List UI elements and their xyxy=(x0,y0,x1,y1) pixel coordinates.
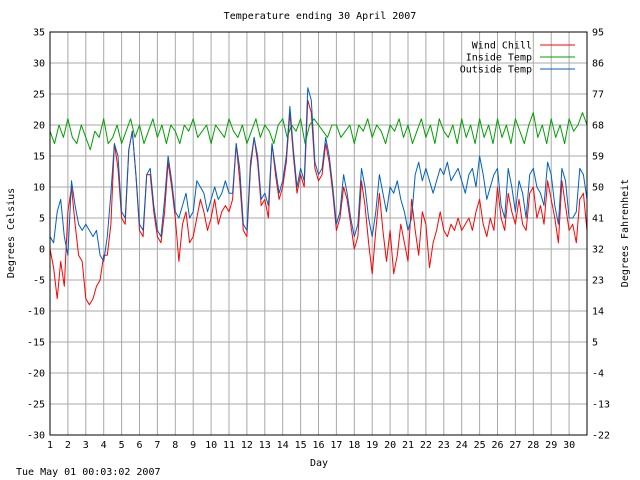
y-tick-label-left: 20 xyxy=(33,121,45,132)
y-tick-label-left: -15 xyxy=(27,338,45,349)
x-tick-label: 21 xyxy=(402,440,414,451)
y-tick-label-right: 95 xyxy=(592,28,604,39)
y-tick-label-right: 50 xyxy=(592,183,604,194)
x-tick-label: 26 xyxy=(491,440,503,451)
x-tick-label: 19 xyxy=(366,440,378,451)
x-tick-label: 25 xyxy=(474,440,486,451)
y-axis-right-label: Degrees Fahrenheit xyxy=(620,179,631,287)
x-tick-label: 14 xyxy=(277,440,289,451)
y-tick-label-left: -30 xyxy=(27,431,45,442)
y-tick-label-left: 0 xyxy=(39,245,45,256)
x-tick-label: 29 xyxy=(545,440,557,451)
x-tick-label: 3 xyxy=(83,440,89,451)
y-tick-label-left: -25 xyxy=(27,400,45,411)
x-tick-label: 11 xyxy=(223,440,235,451)
y-tick-label-right: 77 xyxy=(592,90,604,101)
x-tick-label: 28 xyxy=(527,440,539,451)
y-tick-label-left: -5 xyxy=(33,276,45,287)
x-tick-label: 12 xyxy=(241,440,253,451)
x-tick-label: 9 xyxy=(190,440,196,451)
y-tick-label-right: -22 xyxy=(592,431,610,442)
x-tick-label: 2 xyxy=(65,440,71,451)
series-layer xyxy=(49,87,588,306)
x-tick-label: 16 xyxy=(312,440,324,451)
y-axis-left-ticks: 35 30 25 20 15 10 5 0 -5 -10 -15 -20 -25 -30 xyxy=(27,28,45,442)
y-tick-label-right: 5 xyxy=(592,338,598,349)
y-tick-label-left: 35 xyxy=(33,28,45,39)
x-tick-label: 22 xyxy=(420,440,432,451)
y-tick-label-right: 41 xyxy=(592,214,604,225)
series-line-outside-temp xyxy=(49,87,588,262)
series-line-inside-temp xyxy=(49,112,588,151)
legend-label-inside-temp: Inside Temp xyxy=(466,53,532,64)
legend-label-outside-temp: Outside Temp xyxy=(460,65,532,76)
x-tick-label: 15 xyxy=(295,440,307,451)
x-tick-label: 13 xyxy=(259,440,271,451)
x-tick-label: 27 xyxy=(509,440,521,451)
plot-frame xyxy=(49,31,588,436)
x-tick-label: 30 xyxy=(563,440,575,451)
legend-label-wind-chill: Wind Chill xyxy=(472,41,532,52)
y-tick-label-right: 23 xyxy=(592,276,604,287)
y-tick-label-right: 59 xyxy=(592,152,604,163)
y-tick-label-right: 86 xyxy=(592,59,604,70)
y-tick-label-right: 14 xyxy=(592,307,604,318)
y-tick-label-left: 10 xyxy=(33,183,45,194)
x-axis-label: Day xyxy=(310,458,328,469)
x-tick-label: 18 xyxy=(348,440,360,451)
y-tick-label-left: 25 xyxy=(33,90,45,101)
x-tick-label: 20 xyxy=(384,440,396,451)
y-tick-label-left: -10 xyxy=(27,307,45,318)
x-tick-label: 24 xyxy=(456,440,468,451)
y-tick-label-right: 32 xyxy=(592,245,604,256)
y-tick-label-left: 30 xyxy=(33,59,45,70)
series-line-wind-chill xyxy=(49,99,588,306)
y-tick-label-left: -20 xyxy=(27,369,45,380)
x-axis-ticks: 1 2 3 4 5 6 7 8 9 10 11 12 13 14 15 16 17 18 19 20 21 22 23 24 2… xyxy=(47,440,575,451)
y-axis-left-label: Degrees Celsius xyxy=(6,188,17,278)
x-tick-label: 5 xyxy=(119,440,125,451)
x-tick-label: 1 xyxy=(47,440,53,451)
chart-title: Temperature ending 30 April 2007 xyxy=(224,11,417,22)
y-tick-label-left: 15 xyxy=(33,152,45,163)
y-tick-label-right: -4 xyxy=(592,369,604,380)
y-tick-label-right: 68 xyxy=(592,121,604,132)
x-tick-label: 17 xyxy=(330,440,342,451)
x-tick-label: 6 xyxy=(136,440,142,451)
grid-layer xyxy=(49,31,587,436)
x-tick-label: 10 xyxy=(205,440,217,451)
x-tick-label: 7 xyxy=(154,440,160,451)
y-axis-right-ticks: 95 86 77 68 59 50 41 32 23 14 5 -4 -13 -22 xyxy=(592,28,610,442)
y-tick-label-right: -13 xyxy=(592,400,610,411)
x-tick-label: 8 xyxy=(172,440,178,451)
y-tick-label-left: 5 xyxy=(39,214,45,225)
timestamp: Tue May 01 00:03:02 2007 xyxy=(16,467,161,478)
x-tick-label: 4 xyxy=(101,440,107,451)
x-tick-label: 23 xyxy=(438,440,450,451)
